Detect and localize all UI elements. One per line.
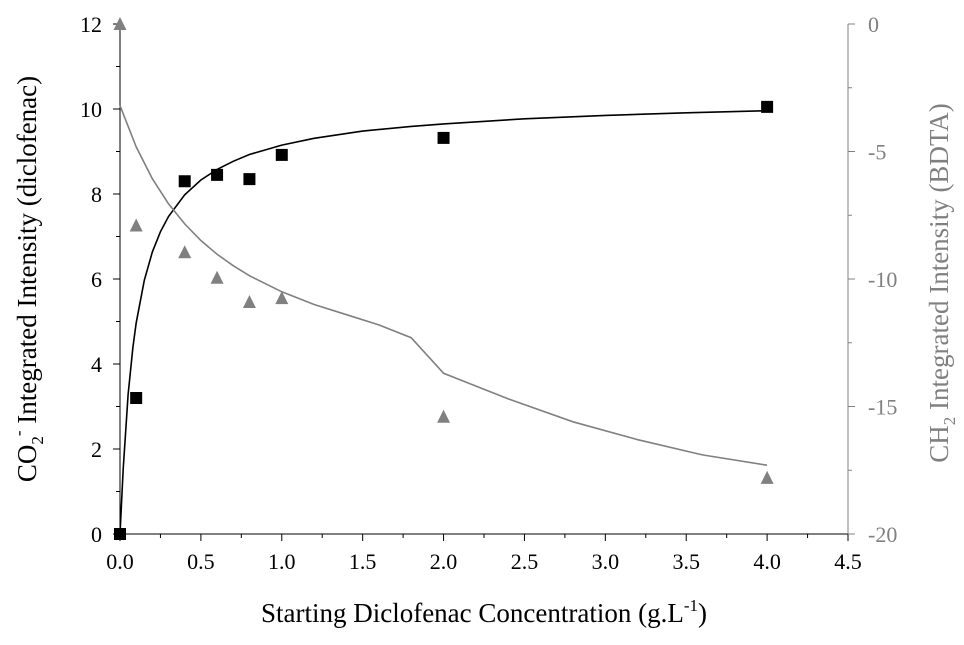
x-axis-label-end: )	[698, 598, 707, 628]
square-data-point	[114, 528, 126, 540]
y-left-label-post: Integrated Intensity (diclofenac)	[12, 76, 42, 431]
y-right-tick-label: 0	[868, 12, 879, 37]
y-right-tick-label: -5	[868, 140, 886, 165]
x-tick-label: 1.5	[349, 549, 377, 574]
triangle-data-point	[275, 291, 289, 305]
x-tick-label: 3.5	[672, 549, 700, 574]
square-data-point	[761, 100, 774, 113]
y-right-label-sub: 2	[940, 417, 959, 426]
y-right-label-pre: CH	[924, 425, 954, 463]
ticks-group: 0.0 0.5 1.0 1.5 2.0 2.5 3.0 3.5 4.0 4.5 0 2 4 6 8 10 12 0…	[80, 12, 897, 574]
x-axis-label-main: Starting Diclofenac Concentration (g.L	[261, 598, 684, 628]
y-axis-left-label: CO2- Integrated Intensity (diclofenac)	[9, 76, 47, 482]
square-data-point	[275, 148, 288, 161]
y-left-tick-label: 10	[80, 97, 102, 122]
x-tick-label: 0.5	[187, 549, 215, 574]
x-tick-label: 2.5	[511, 549, 539, 574]
axes-group	[119, 24, 849, 535]
y-axis-right-label: CH2 Integrated Intensity (BDTA)	[924, 103, 959, 463]
x-tick-label: 3.0	[592, 549, 620, 574]
y-right-tick-label: -20	[868, 522, 897, 547]
x-tick-label: 2.0	[430, 549, 458, 574]
y-left-label-pre: CO	[12, 445, 42, 483]
x-tick-label: 4.0	[753, 549, 781, 574]
triangle-series-fit-curve	[119, 105, 768, 466]
y-left-tick-label: 2	[91, 437, 102, 462]
y-left-tick-label: 4	[91, 352, 102, 377]
triangle-data-point	[113, 17, 127, 30]
triangle-data-point	[178, 245, 192, 259]
y-left-tick-label: 8	[91, 182, 102, 207]
y-left-tick-label: 6	[91, 267, 102, 292]
square-data-point	[211, 168, 224, 181]
triangle-data-point	[437, 409, 451, 423]
x-axis-label: Starting Diclofenac Concentration (g.L-1…	[261, 596, 707, 628]
square-data-point	[243, 173, 256, 186]
square-data-point	[437, 131, 450, 144]
triangle-data-point	[210, 270, 224, 284]
data-points-group	[113, 17, 774, 540]
x-tick-label: 0.0	[106, 549, 134, 574]
y-right-label-post: Integrated Intensity (BDTA)	[924, 103, 954, 417]
y-left-label-sub: 2	[28, 436, 47, 445]
triangle-data-point	[129, 218, 143, 232]
y-right-tick-label: -15	[868, 395, 897, 420]
x-tick-label: 4.5	[834, 549, 862, 574]
x-axis-label-superscript: -1	[684, 596, 698, 615]
square-data-point	[178, 175, 191, 188]
square-data-point	[130, 392, 143, 404]
y-left-label-sup: -	[9, 430, 28, 436]
triangle-data-point	[242, 294, 256, 308]
y-left-tick-label: 0	[91, 522, 102, 547]
x-tick-label: 1.0	[268, 549, 296, 574]
triangle-data-point	[760, 470, 774, 484]
y-left-tick-label: 12	[80, 12, 102, 37]
y-right-tick-label: -10	[868, 267, 897, 292]
axis-labels-group: Starting Diclofenac Concentration (g.L-1…	[9, 76, 959, 628]
